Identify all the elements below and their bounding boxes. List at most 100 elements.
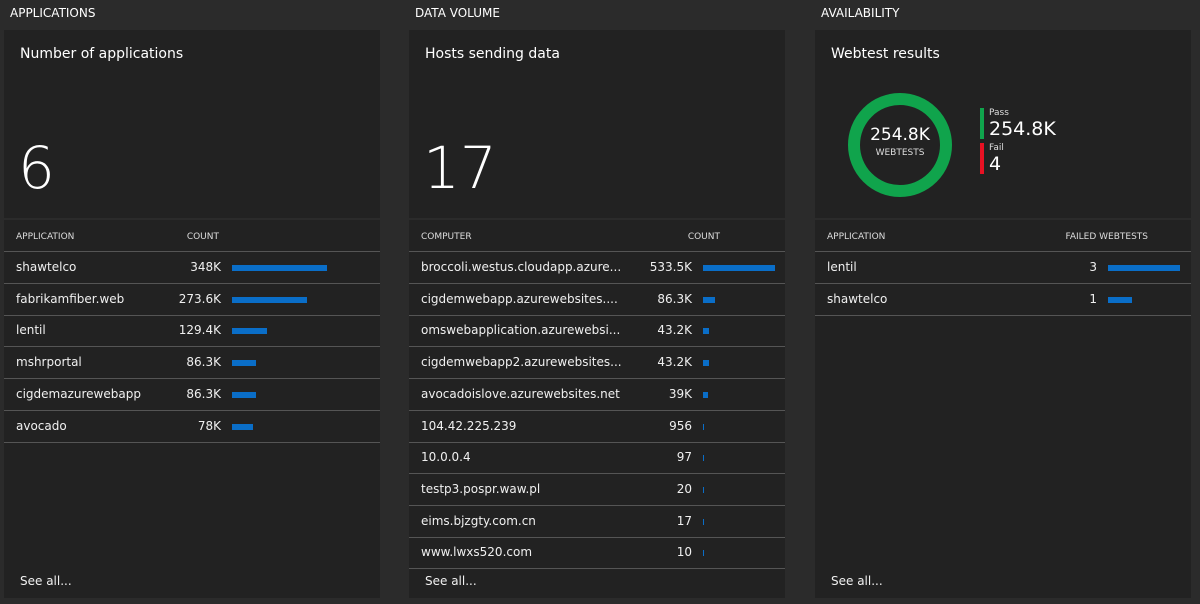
row-separator xyxy=(4,346,380,348)
count-bar xyxy=(1108,265,1180,271)
count-bar xyxy=(232,265,327,271)
column-header: FAILED WEBTESTS xyxy=(1065,232,1148,242)
row-separator xyxy=(4,283,380,284)
row-count: 86.3K xyxy=(186,386,221,401)
count-bar xyxy=(232,391,256,398)
row-name[interactable]: shawtelco xyxy=(16,260,77,274)
count-bar xyxy=(703,360,709,367)
row-count: 86.3K xyxy=(657,291,692,306)
row-separator xyxy=(409,441,785,443)
row-separator xyxy=(4,378,380,380)
row-count: 43.2K xyxy=(657,355,692,370)
row-name[interactable]: lentil xyxy=(827,260,857,274)
count-bar xyxy=(232,360,256,367)
row-count: 273.6K xyxy=(178,291,221,306)
row-count: 17 xyxy=(676,513,692,528)
count-bar xyxy=(703,486,704,493)
count-bar xyxy=(703,518,704,525)
row-separator xyxy=(409,314,785,316)
row-separator xyxy=(409,283,785,284)
tile-panel xyxy=(4,30,380,218)
row-name[interactable]: avocadoislove.azurewebsites.net xyxy=(421,386,620,401)
count-bar xyxy=(232,423,254,430)
tile-title: Number of applications xyxy=(20,46,184,62)
donut-total: 254.8K xyxy=(870,125,930,145)
row-separator xyxy=(409,536,785,538)
count-bar xyxy=(703,265,775,271)
row-separator xyxy=(4,441,380,443)
row-name[interactable]: broccoli.westus.cloudapp.azure... xyxy=(421,260,622,274)
row-count: 20 xyxy=(676,481,692,496)
tile-title: Hosts sending data xyxy=(425,46,560,62)
section-heading: DATA VOLUME xyxy=(415,6,500,20)
column-header: COUNT xyxy=(687,232,720,242)
section-heading: APPLICATIONS xyxy=(10,6,96,20)
legend-value: 4 xyxy=(989,153,1002,175)
legend-name: Pass xyxy=(989,108,1009,118)
see-all-link[interactable]: See all... xyxy=(831,574,883,588)
column-header: APPLICATION xyxy=(827,232,886,242)
count-bar xyxy=(232,296,307,303)
row-name[interactable]: lentil xyxy=(16,323,46,338)
column-header: COMPUTER xyxy=(421,232,472,242)
count-bar xyxy=(703,550,704,557)
legend-value: 254.8K xyxy=(989,118,1056,140)
row-separator xyxy=(409,251,785,252)
row-name[interactable]: fabrikamfiber.web xyxy=(16,291,125,306)
big-number: 6 xyxy=(18,134,55,202)
tile-title: Webtest results xyxy=(831,46,940,62)
row-separator xyxy=(815,314,1191,316)
row-name[interactable]: omswebapplication.azurewebsi... xyxy=(421,323,621,338)
row-count: 43.2K xyxy=(657,323,692,338)
big-number: 17 xyxy=(423,134,497,202)
row-count: 86.3K xyxy=(186,355,221,370)
row-count: 97 xyxy=(676,450,692,465)
column-header: APPLICATION xyxy=(16,232,75,242)
row-count: 78K xyxy=(197,418,221,433)
row-name[interactable]: 10.0.0.4 xyxy=(421,450,471,465)
row-name[interactable]: eims.bjzgty.com.cn xyxy=(421,513,536,528)
section-heading: AVAILABILITY xyxy=(821,6,900,20)
donut xyxy=(848,93,952,197)
row-count: 348K xyxy=(190,260,221,274)
count-bar xyxy=(703,391,709,398)
count-bar xyxy=(1108,296,1132,303)
table-panel xyxy=(815,220,1191,598)
row-separator xyxy=(815,251,1191,252)
row-name[interactable]: shawtelco xyxy=(827,291,888,306)
row-count: 956 xyxy=(669,418,692,433)
row-name[interactable]: mshrportal xyxy=(16,355,82,370)
row-name[interactable]: testp3.pospr.waw.pl xyxy=(421,481,541,496)
count-bar xyxy=(703,296,715,303)
row-count: 129.4K xyxy=(178,323,221,338)
row-name[interactable]: avocado xyxy=(16,418,67,433)
see-all-link[interactable]: See all... xyxy=(20,574,72,588)
row-name[interactable]: cigdemazurewebapp xyxy=(16,386,141,401)
count-bar xyxy=(703,455,704,462)
row-separator xyxy=(4,251,380,252)
row-separator xyxy=(409,409,785,411)
row-separator xyxy=(409,568,785,570)
legend-swatch xyxy=(980,143,984,174)
see-all-link[interactable]: See all... xyxy=(425,574,477,588)
count-bar xyxy=(703,328,709,335)
row-separator xyxy=(409,346,785,348)
row-name[interactable]: 104.42.225.239 xyxy=(421,418,517,433)
row-count: 1 xyxy=(1089,291,1097,306)
count-bar xyxy=(232,328,268,335)
tile-panel xyxy=(409,30,785,218)
row-separator xyxy=(409,378,785,380)
donut-caption: WEBTESTS xyxy=(875,148,925,158)
row-count: 39K xyxy=(668,386,692,401)
row-name[interactable]: www.lwxs520.com xyxy=(421,545,533,560)
row-count: 3 xyxy=(1089,260,1097,274)
row-separator xyxy=(815,283,1191,284)
row-name[interactable]: cigdemwebapp.azurewebsites.... xyxy=(421,291,618,306)
row-count: 533.5K xyxy=(649,260,692,274)
row-separator xyxy=(409,473,785,475)
column-header: COUNT xyxy=(186,232,219,242)
row-name[interactable]: cigdemwebapp2.azurewebsites... xyxy=(421,355,622,370)
row-separator xyxy=(4,409,380,411)
legend-name: Fail xyxy=(989,143,1004,153)
count-bar xyxy=(703,423,704,430)
